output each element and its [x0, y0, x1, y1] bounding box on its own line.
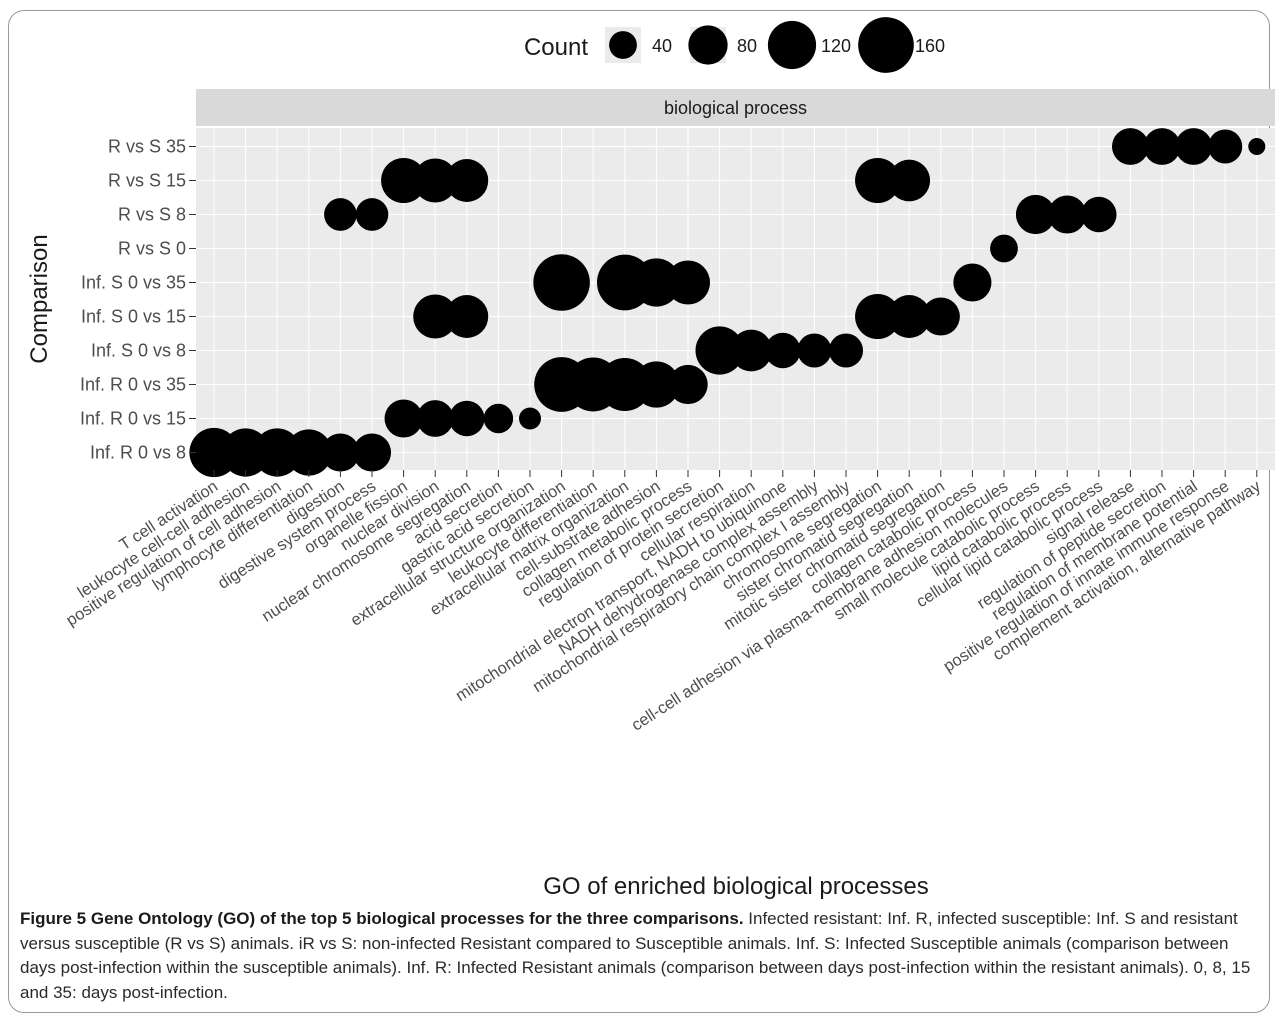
data-point [828, 333, 864, 368]
data-point [324, 198, 357, 231]
data-point [384, 399, 423, 438]
y-tick-label: Inf. R 0 vs 35 [80, 375, 186, 395]
data-point [445, 295, 489, 338]
data-point [633, 361, 680, 408]
data-point [533, 254, 590, 311]
y-tick-label: Inf. R 0 vs 8 [90, 443, 186, 463]
legend-key-label: 160 [915, 36, 945, 56]
legend-title: Count [524, 34, 588, 61]
legend-key-point [767, 20, 817, 70]
data-point [1208, 129, 1243, 164]
data-point [1248, 137, 1266, 156]
data-point [695, 326, 744, 375]
y-axis-title: Comparison [26, 234, 53, 363]
data-point [730, 329, 773, 372]
facet-strip-label: biological process [664, 98, 807, 118]
data-point [1143, 128, 1181, 165]
caption-text: Infected resistant: Inf. R, infected sus… [20, 909, 1251, 1002]
data-point [1048, 195, 1087, 234]
legend: Count 40 80 120 160 [524, 17, 945, 73]
data-point [990, 234, 1018, 263]
data-point [416, 400, 454, 437]
legend-key-label: 120 [821, 36, 851, 56]
legend-key-label: 80 [737, 36, 757, 56]
data-point [855, 293, 901, 340]
panel-background [196, 128, 1275, 470]
y-tick-label: R vs S 35 [108, 137, 186, 157]
chart-svg: Count 40 80 120 160 biological process Inf.… [26, 17, 1275, 900]
figure-caption: Figure 5 Gene Ontology (GO) of the top 5… [20, 907, 1260, 1005]
data-point [632, 258, 681, 307]
data-points [189, 128, 1266, 478]
data-point [666, 260, 710, 305]
facet-strip: biological process [196, 89, 1275, 126]
x-axis-title: GO of enriched biological processes [543, 873, 929, 900]
data-point [1081, 196, 1117, 233]
data-point [381, 157, 427, 204]
data-point [413, 294, 458, 339]
data-point [855, 157, 901, 204]
data-point [1015, 194, 1056, 235]
data-point [887, 295, 931, 338]
legend-key-point [688, 25, 728, 65]
y-tick-label: Inf. S 0 vs 15 [81, 307, 186, 327]
data-point [449, 400, 485, 437]
data-point [1175, 128, 1213, 165]
data-point [797, 333, 832, 368]
y-tick-label: Inf. S 0 vs 8 [91, 341, 186, 361]
data-point [953, 263, 992, 302]
data-point [413, 158, 458, 203]
grid-lines [196, 128, 1275, 470]
y-tick-label: R vs S 15 [108, 171, 186, 191]
facet-strip-background [196, 89, 1275, 126]
data-point [519, 407, 541, 430]
y-tick-label: R vs S 8 [118, 205, 186, 225]
data-point [888, 159, 931, 202]
caption-heading: Figure 5 Gene Ontology (GO) of the top 5… [20, 909, 744, 928]
y-tick-label: Inf. R 0 vs 15 [80, 409, 186, 429]
data-point [1111, 128, 1149, 165]
data-point [668, 364, 708, 405]
y-tick-labels: Inf. R 0 vs 8 Inf. R 0 vs 15 Inf. R 0 vs 3… [80, 137, 196, 463]
data-point [355, 198, 389, 231]
data-point [321, 433, 360, 472]
data-point [445, 159, 489, 202]
data-point [765, 332, 801, 369]
data-point [921, 297, 960, 336]
legend-key-point [858, 17, 914, 73]
data-point [483, 403, 514, 434]
legend-key-label: 40 [652, 36, 672, 56]
plot-panel [196, 128, 1275, 470]
y-tick-label: R vs S 0 [118, 239, 186, 259]
data-point [285, 429, 332, 476]
y-tick-label: Inf. S 0 vs 35 [81, 273, 186, 293]
legend-key-point [609, 31, 637, 59]
figure-frame [8, 10, 1270, 1013]
data-point [352, 433, 392, 472]
